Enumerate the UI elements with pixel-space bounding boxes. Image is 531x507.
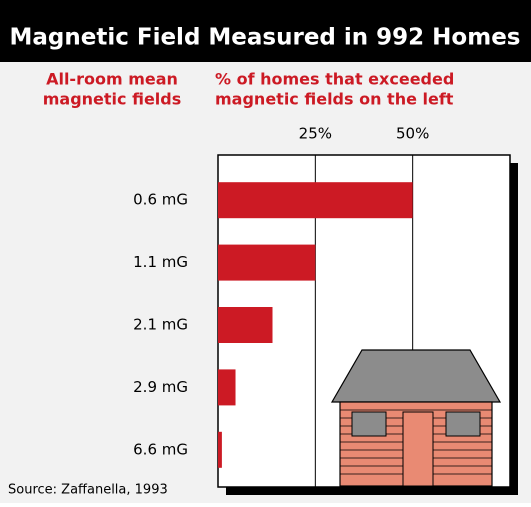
value-label: magnetic fields on the left (215, 90, 454, 109)
y-tick-label: 6.6 mG (133, 440, 188, 458)
y-tick-label: 1.1 mG (133, 253, 188, 271)
bar (218, 182, 413, 219)
house (330, 349, 502, 487)
chart-title: Magnetic Field Measured in 992 Homes (10, 25, 521, 51)
category-label: All-room mean (46, 70, 178, 89)
title-bar (0, 0, 531, 62)
category-label: magnetic fields (43, 90, 182, 109)
bar (218, 244, 316, 281)
bar (218, 369, 236, 406)
x-tick-label: 25% (299, 125, 332, 143)
value-label: % of homes that exceeded (215, 70, 454, 89)
bar (218, 307, 273, 343)
y-tick-label: 2.9 mG (133, 378, 188, 396)
x-tick-label: 50% (396, 125, 429, 143)
y-tick-label: 0.6 mG (133, 191, 188, 209)
y-tick-label: 2.1 mG (133, 316, 188, 334)
source: Source: Zaffanella, 1993 (8, 483, 168, 498)
bar (218, 431, 222, 468)
